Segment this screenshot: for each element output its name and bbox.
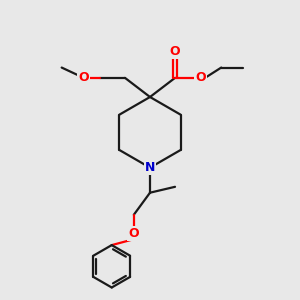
Text: O: O [128, 227, 139, 240]
Text: O: O [170, 45, 180, 58]
Text: O: O [195, 71, 206, 84]
Text: N: N [145, 161, 155, 174]
Text: O: O [78, 71, 89, 84]
